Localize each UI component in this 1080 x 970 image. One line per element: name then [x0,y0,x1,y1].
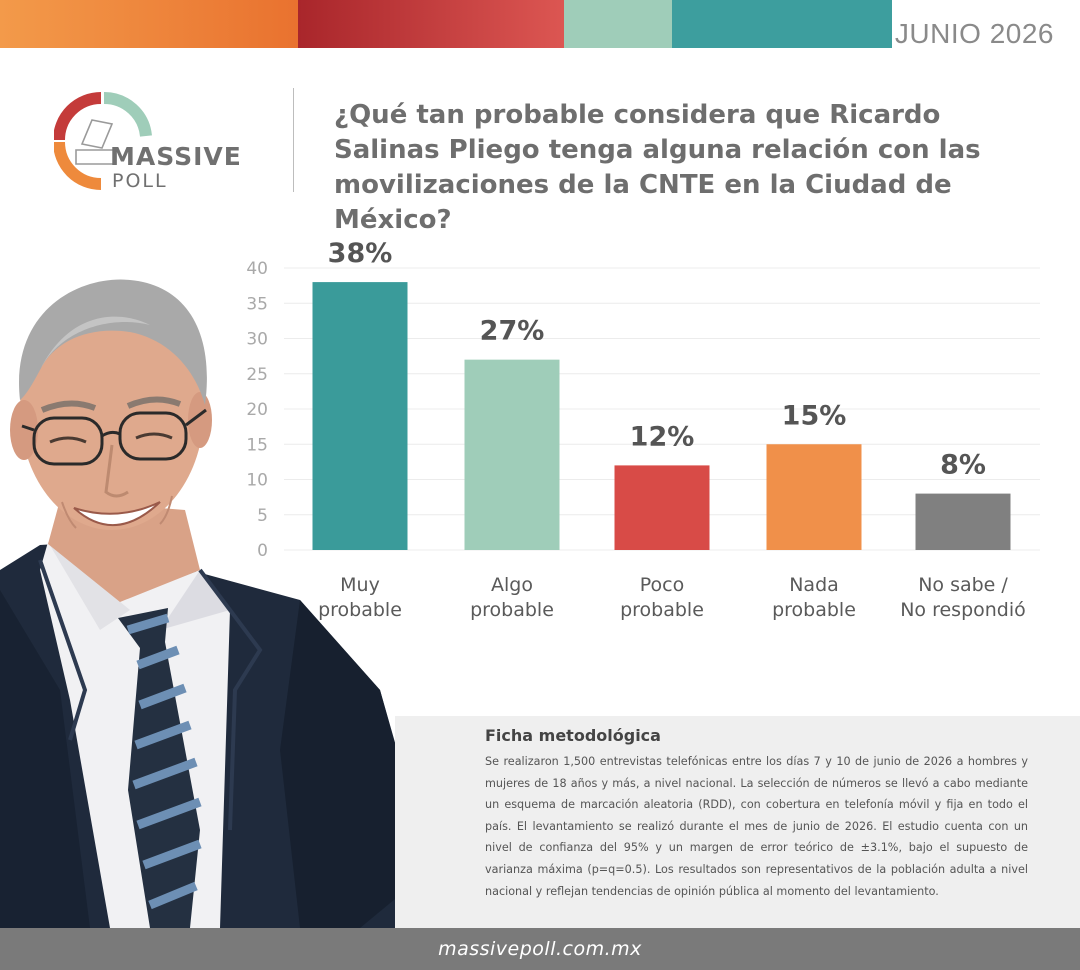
methodology-body: Se realizaron 1,500 entrevistas telefóni… [485,755,1028,898]
header-divider [293,88,294,192]
y-tick-label: 25 [246,365,268,385]
poll-question: ¿Qué tan probable considera que Ricardo … [334,100,981,235]
footer-url-link[interactable]: massivepoll.com.mx [438,938,642,960]
category-label: probable [318,599,402,621]
category-label: Poco [640,574,684,596]
category-label: probable [470,599,554,621]
color-bar-mint [564,0,672,48]
category-label: Muy [340,574,380,596]
logo-text-poll: POLL [112,170,168,192]
bar-value-label: 8% [940,450,986,481]
category-label: probable [620,599,704,621]
bar [766,444,862,550]
methodology-title: Ficha metodológica [485,726,661,745]
bar-value-label: 27% [480,316,545,347]
bar-value-label: 15% [782,400,847,431]
bar-value-label: 12% [630,421,695,452]
methodology-panel [395,716,1080,928]
massive-poll-logo-icon [54,92,152,190]
category-label: Nada [789,574,839,596]
y-tick-label: 35 [246,294,268,314]
footer-bar [0,928,1080,970]
logo-text-massive: MASSIVE [110,142,242,171]
bar [915,493,1011,550]
color-bar-red [298,0,564,48]
bar [464,359,560,550]
color-bar-teal [672,0,892,48]
color-bar-orange [0,0,298,48]
y-tick-label: 0 [257,541,268,561]
y-tick-label: 40 [246,259,268,279]
bar-chart: 0 5 10 15 20 25 30 35 40 38% 27% 12% 15% 8% Muy proba… [246,238,1040,621]
ricardo-salinas-portrait [0,279,460,928]
report-date: JUNIO 2026 [894,18,1054,49]
bar [614,465,710,550]
category-label: probable [772,599,856,621]
bar-value-label: 38% [328,238,393,269]
header-color-bar [0,0,892,48]
category-label: No respondió [900,599,1026,621]
category-label: No sabe / [918,574,1008,596]
y-tick-label: 5 [257,506,268,526]
y-tick-label: 20 [246,400,268,420]
category-label: Algo [491,574,533,596]
y-tick-label: 10 [246,471,268,491]
y-tick-label: 15 [246,435,268,455]
bar [312,282,408,550]
y-tick-label: 30 [246,330,268,350]
